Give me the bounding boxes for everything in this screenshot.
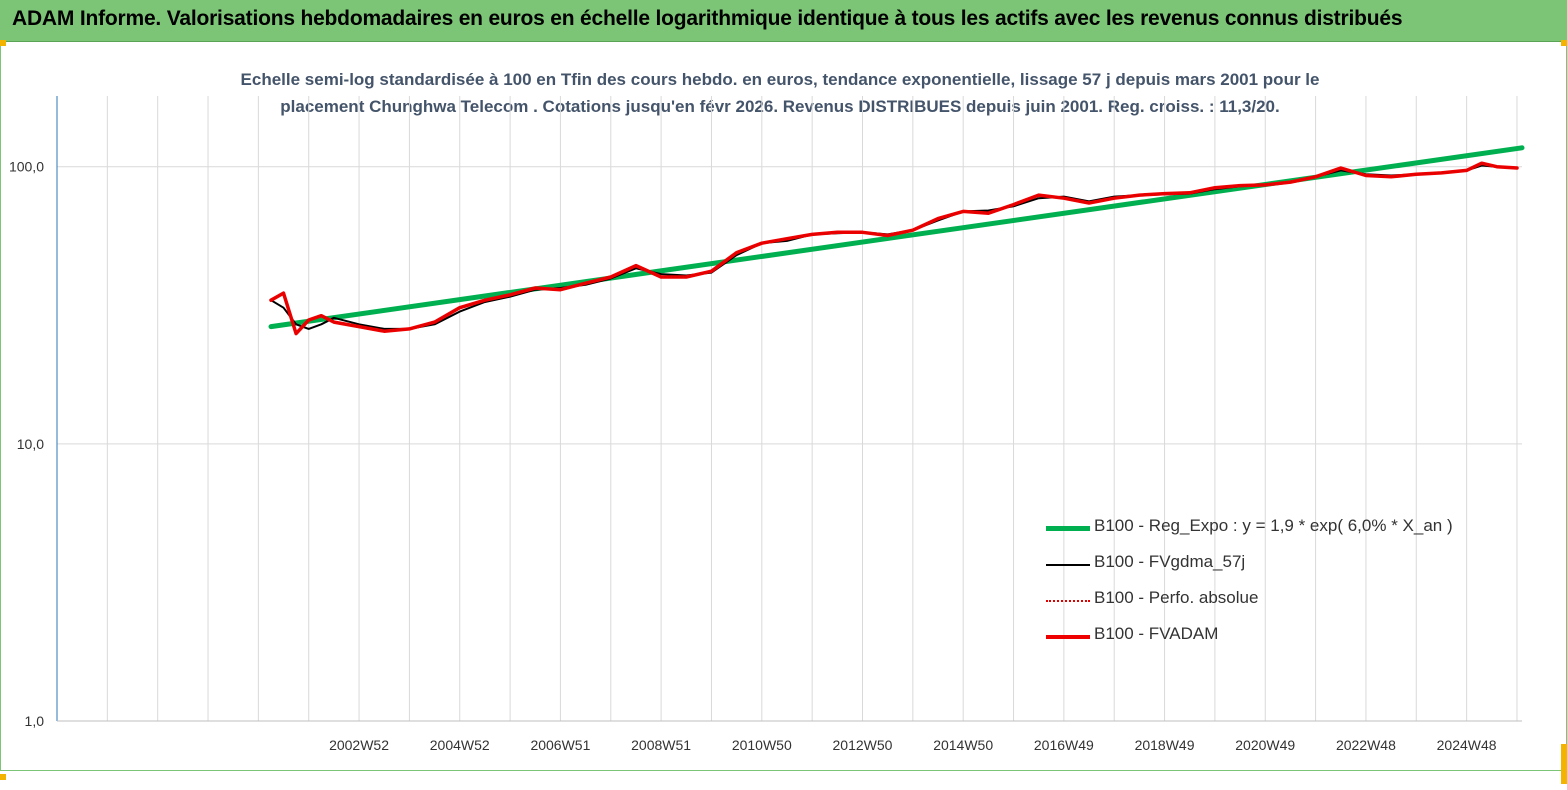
chart-title-line-2: placement Chunghwa Telecom . Cotations j… [280, 97, 1280, 116]
x-tick-label: 2010W50 [732, 737, 792, 753]
corner-marker-bottom-left [0, 774, 6, 780]
legend-label-fvadam: B100 - FVADAM [1094, 624, 1219, 643]
grid-layer [56, 96, 1522, 722]
legend-swatch-reg-expo [1046, 526, 1090, 531]
x-tick-label: 2018W49 [1135, 737, 1195, 753]
corner-marker-bottom-right [1561, 744, 1567, 784]
series-layer [268, 145, 1525, 336]
series-fvadam-line [269, 161, 1519, 336]
x-tick-label: 2004W52 [430, 737, 490, 753]
top-banner: ADAM Informe. Valorisations hebdomadaire… [0, 0, 1567, 42]
frame-left-edge [0, 42, 1, 770]
series-perfo-line [270, 162, 1518, 335]
axis-layer: 1,0 10,0 100,0 2002W52 2004W52 2006W51 2008W51… [9, 96, 1522, 753]
legend-swatch-fvgdma [1046, 564, 1090, 566]
x-tick-label: 2024W48 [1437, 737, 1497, 753]
corner-marker-top-right [1561, 40, 1567, 46]
x-tick-label: 2022W48 [1336, 737, 1396, 753]
banner-title: ADAM Informe. Valorisations hebdomadaire… [12, 7, 1403, 30]
series-reg-expo-line [268, 145, 1525, 330]
legend-label-fvgdma: B100 - FVgdma_57j [1094, 552, 1246, 571]
bottom-bar [0, 770, 1567, 790]
y-tick-label: 100,0 [9, 159, 44, 175]
series-fvgdma-line [270, 164, 1518, 330]
y-tick-label: 10,0 [17, 436, 44, 452]
x-tick-label: 2006W51 [530, 737, 590, 753]
x-tick-label: 2012W50 [833, 737, 893, 753]
x-tick-label: 2020W49 [1235, 737, 1295, 753]
x-tick-label: 2002W52 [329, 737, 389, 753]
legend-label-perfo: B100 - Perfo. absolue [1094, 588, 1259, 607]
corner-marker-top-left [0, 40, 6, 46]
y-tick-label: 1,0 [25, 713, 45, 729]
legend-swatch-perfo [1046, 600, 1090, 602]
x-tick-label: 2014W50 [933, 737, 993, 753]
x-tick-label: 2016W49 [1034, 737, 1094, 753]
legend-swatch-fvadam [1046, 635, 1090, 639]
chart-title-line-1: Echelle semi-log standardisée à 100 en T… [240, 70, 1320, 89]
chart-title: Echelle semi-log standardisée à 100 en T… [180, 66, 1380, 120]
x-tick-label: 2008W51 [631, 737, 691, 753]
legend-label-reg-expo: B100 - Reg_Expo : y = 1,9 * exp( 6,0% * … [1094, 516, 1453, 535]
